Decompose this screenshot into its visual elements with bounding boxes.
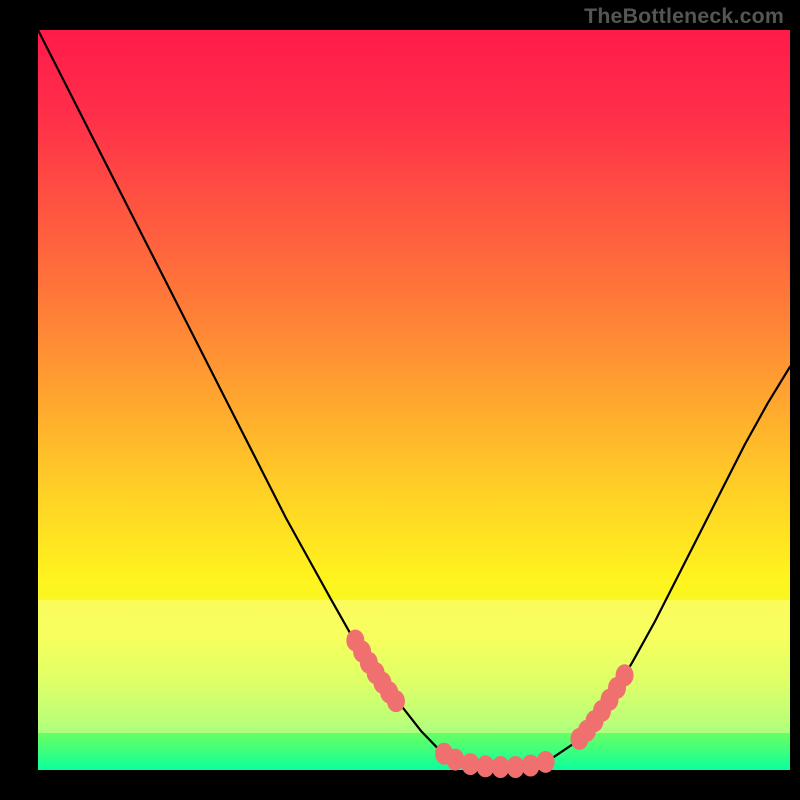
watermark-label: TheBottleneck.com [584, 4, 784, 29]
chart-root: TheBottleneck.com [0, 0, 800, 800]
highlight-marker [446, 749, 464, 771]
highlight-marker [387, 690, 405, 712]
highlight-marker [616, 664, 634, 686]
highlight-marker [522, 755, 540, 777]
chart-svg [0, 0, 800, 800]
highlight-marker [537, 751, 555, 773]
yellow-band-overlay [38, 600, 790, 733]
